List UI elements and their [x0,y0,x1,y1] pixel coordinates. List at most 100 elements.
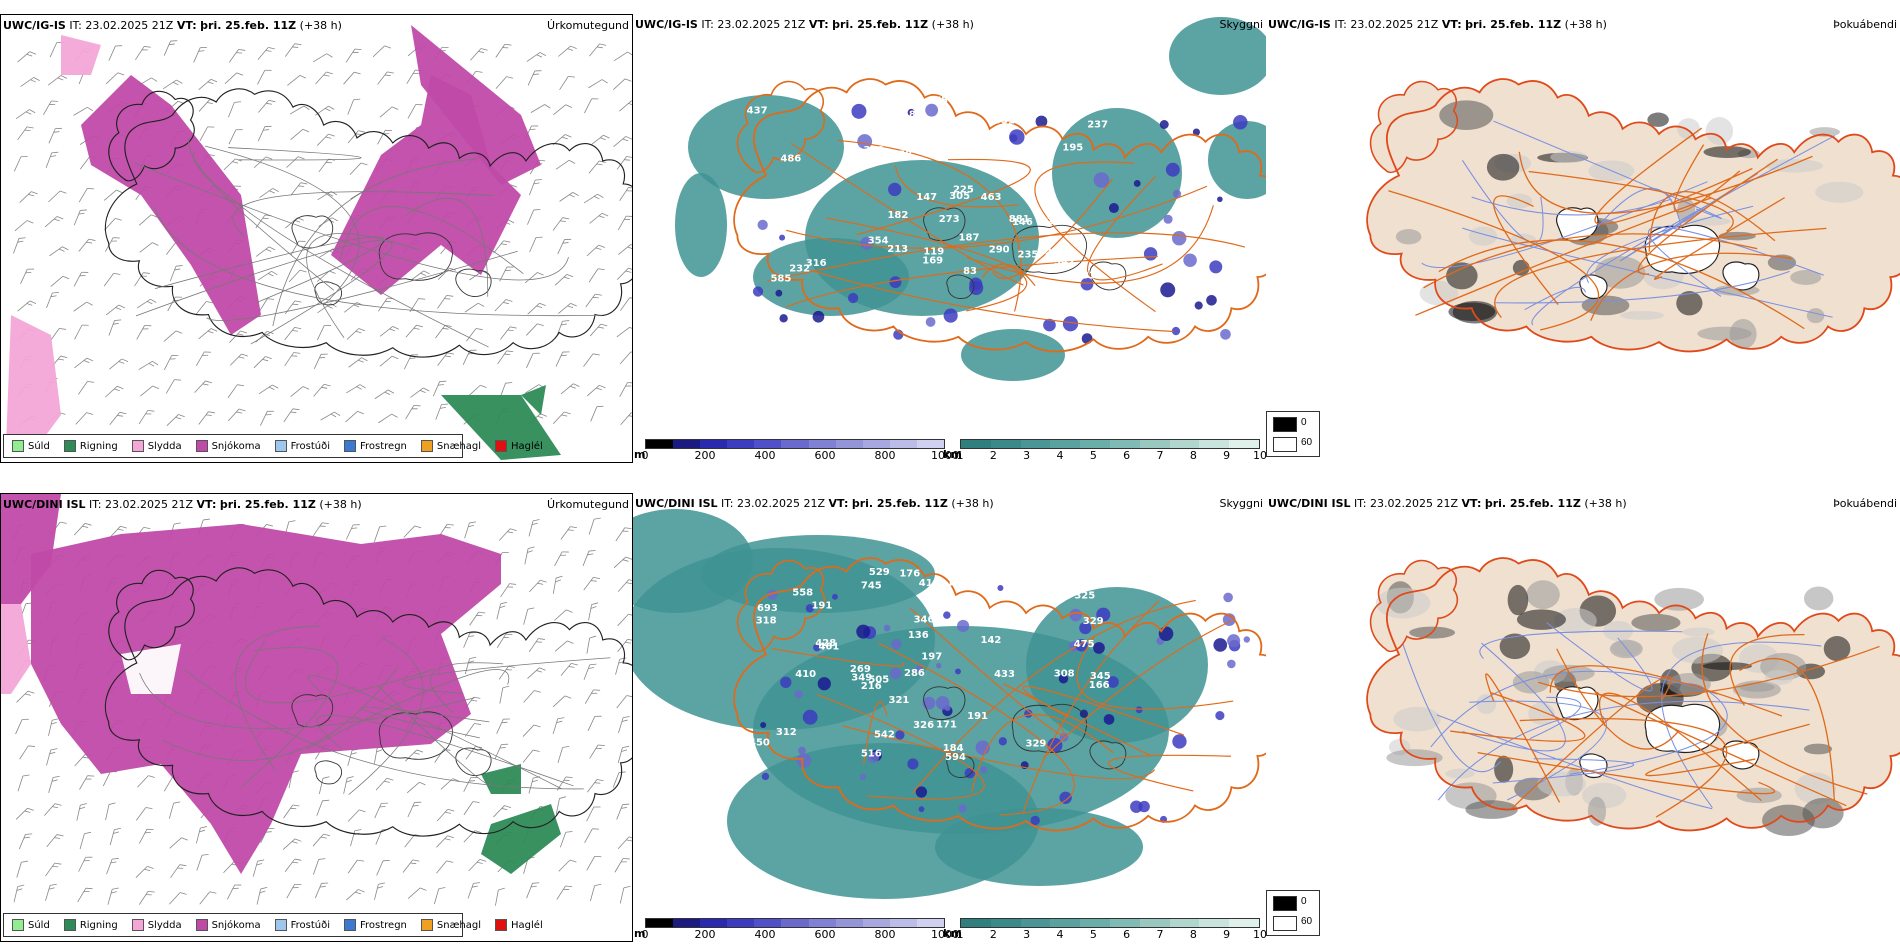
legend-label: Súld [28,440,50,452]
fog-legend-label: 0 [1301,417,1307,428]
legend-swatch [131,440,144,452]
legend-label: Rigning [79,919,118,931]
colorbar-tick-label: 8 [1189,928,1197,941]
cloudbase-value-label: 316 [806,258,827,269]
colorbar-tick-label: 7 [1156,449,1164,462]
legend-swatch [344,440,356,452]
cloudbase-value-label: 325 [1074,591,1095,602]
legend-label: Snjókoma [211,440,261,452]
cloudbase-value-label: 558 [792,587,813,598]
precip-panel-bottom: UWC/DINI ISL IT: 23.02.2025 21Z VT: þri.… [0,493,633,942]
legend-label: Snjókoma [211,919,261,931]
cloudbase-value-label: 461 [818,641,839,652]
legend-swatch [495,440,508,452]
cloudbase-value-label: 273 [939,214,960,225]
cloudbase-value-label: 585 [770,273,791,284]
colorbar-tick-label: 400 [754,449,776,462]
cloudbase-value-label: 171 [936,720,957,731]
cloudbase-value-label: 245 [1047,216,1068,227]
cloudbase-value-label: 119 [923,247,944,258]
colorbar-tick-label: 200 [694,449,716,462]
colorbar-block [781,440,809,448]
cloudbase-value-label: 651 [994,115,1015,126]
colorbar-tick-label: 800 [874,928,896,941]
precip-legend-item: Rigning [63,919,118,931]
visibility-unit: km [943,448,962,461]
cloudbase-value-label: 169 [922,256,943,267]
colorbar-block [835,919,863,927]
colorbar-block [700,440,728,448]
cloudbase-value-label: 243 [989,573,1010,584]
precip-legend-item: Frostregn [344,919,407,931]
cloudbase-value-label: 312 [776,727,797,738]
cloudbase-value-label: 326 [913,720,934,731]
visibility-colorbar: 1 2 3 4 5 6 7 8 9 10 [956,439,1266,462]
cloudbase-value-label: 308 [1054,668,1075,679]
cloudbase-value-label: 286 [935,132,956,143]
colorbar-tick-label: 4 [1056,449,1064,462]
precip-map-top [1,15,632,462]
legend-label: Snæhagl [436,919,482,931]
colorbar-tick-label: 1 [956,928,964,941]
cloudbase-value-label: 410 [795,669,816,680]
cloudbase-value-label: 333 [1082,271,1103,282]
colorbar-block [1050,919,1081,927]
panel-header: UWC/DINI ISL IT: 23.02.2025 21Z VT: þri.… [3,498,362,511]
colorbar-tick-label: 600 [814,449,836,462]
colorbar-block [727,919,755,927]
cloudbase-value-label: 158 [891,150,912,161]
legend-label: Haglél [511,919,543,931]
colorbar-block [990,919,1021,927]
cloudbase-value-label: 329 [1026,738,1047,749]
colorbar-tick-label: 9 [1223,449,1231,462]
colorbar-tick-label: 6 [1123,449,1131,462]
cloudbase-value-label: 146 [1012,217,1033,228]
cloudbase-value-label: 875 [942,123,963,134]
cloudbase-value-label: 475 [1074,639,1095,650]
cloudbase-value-label: 428 [815,638,836,649]
legend-label: Frostúði [290,440,330,452]
colorbar-tick-label: 5 [1089,928,1097,941]
colorbar-tick-label: 2 [989,928,997,941]
precip-legend-item: Súld [12,440,50,452]
colorbar-block [700,919,728,927]
panel-header: UWC/DINI ISL IT: 23.02.2025 21Z VT: þri.… [635,497,994,510]
visibility-panel-top: 232 245 225 273 189 230 229 236 235 354 333 185 213 1… [633,14,1266,463]
colorbar-block [1229,440,1259,448]
colorbar-tick-label: 2 [989,449,997,462]
colorbar-block [889,440,917,448]
precip-legend: Súld Rigning Slydda Snjókoma Frostúði Frostre… [3,434,543,458]
colorbar-tick-label: 5 [1089,449,1097,462]
precip-legend-item: Súld [12,919,50,931]
colorbar-block [1169,440,1200,448]
cloudbase-value-label: 345 [1090,671,1111,682]
colorbar-block [916,919,945,927]
colorbar-tick-label: 9 [1223,928,1231,941]
legend-label: Slydda [147,919,182,931]
precip-legend-item: Snjókoma [195,919,261,931]
cloudbase-value-label: 286 [904,668,925,679]
precip-legend-item: Snjókoma [195,440,261,452]
precip-legend-item: Slydda [131,919,182,931]
cloudbase-value-label: 486 [780,153,801,164]
colorbar-block [646,440,674,448]
legend-label: Frostúði [290,919,330,931]
cloudbase-value-label: 379 [863,145,884,156]
colorbar-block [990,440,1021,448]
fog-legend-label: 0 [1301,896,1307,907]
legend-swatch [12,919,24,931]
cloudbase-value-label: 516 [861,748,882,759]
colorbar-block [673,919,701,927]
colorbar-tick-label: 8 [1189,449,1197,462]
precip-legend-item: Snæhagl [420,919,482,931]
colorbar-tick-label: 800 [874,449,896,462]
colorbar-tick-label: 1 [956,449,964,462]
colorbar-tick-label: 0 [641,449,649,462]
panel-header: UWC/DINI ISL IT: 23.02.2025 21Z VT: þri.… [1268,497,1627,510]
cloudbase-value-label: 329 [1083,616,1104,627]
legend-swatch [495,919,508,931]
cloudbase-value-label: 189 [902,109,923,120]
visibility-panel-bottom: 321 349 308 346 410 269 428 312 329 475 326 558 166 1… [633,493,1266,942]
colorbar-block [862,919,890,927]
cloudbase-value-label: 187 [959,232,980,243]
